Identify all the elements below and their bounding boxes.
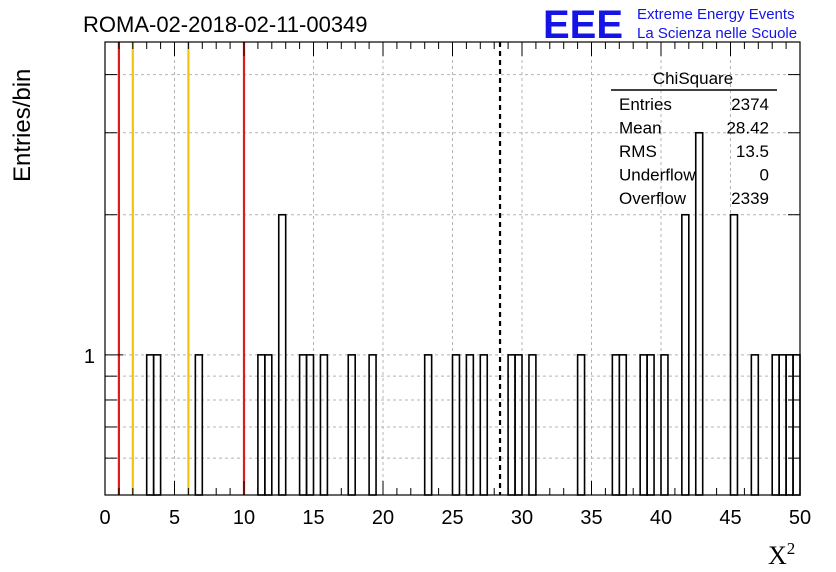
x-tick-label: 10 <box>233 507 255 529</box>
stats-title: ChiSquare <box>653 69 733 88</box>
x-tick-label: 35 <box>580 507 602 529</box>
x-tick-labels: 0 5 10 15 20 25 30 35 40 45 50 <box>99 507 811 529</box>
x-axis-label-superscript: 2 <box>787 539 796 558</box>
x-tick-label: 30 <box>511 507 533 529</box>
x-tick-label: 15 <box>302 507 324 529</box>
marker-lines <box>117 42 502 495</box>
x-tick-label: 20 <box>372 507 394 529</box>
eee-logo: EEE Extreme Energy Events La Scienza nel… <box>543 3 797 47</box>
stats-value-overflow: 2339 <box>731 189 769 208</box>
x-tick-label: 0 <box>99 507 110 529</box>
stats-rows: Entries 2374 Mean 28.42 RMS 13.5 Underflow 0 Ove… <box>619 95 769 208</box>
stats-value-mean: 28.42 <box>726 119 769 138</box>
stats-label-underflow: Underflow <box>619 166 696 185</box>
y-tick-label: 1 <box>84 346 95 368</box>
stats-value-underflow: 0 <box>760 166 769 185</box>
x-tick-label: 40 <box>650 507 672 529</box>
grid <box>105 42 800 495</box>
stats-value-entries: 2374 <box>731 95 769 114</box>
x-tick-label: 50 <box>789 507 811 529</box>
stats-label-entries: Entries <box>619 95 672 114</box>
axis-ticks <box>104 42 801 495</box>
stats-label-overflow: Overflow <box>619 189 687 208</box>
x-tick-label: 25 <box>441 507 463 529</box>
logo-line-1: Extreme Energy Events <box>637 6 795 23</box>
x-axis-label-base: X <box>768 541 787 570</box>
x-tick-label: 45 <box>719 507 741 529</box>
stats-label-rms: RMS <box>619 142 657 161</box>
x-tick-label: 5 <box>169 507 180 529</box>
histogram-bin <box>694 131 704 496</box>
y-tick-labels: 1 <box>84 346 95 368</box>
eee-logo-letters: EEE <box>543 3 623 47</box>
x-axis-label: X2 <box>768 539 795 570</box>
stats-box: ChiSquare Entries 2374 Mean 28.42 RMS 13.5 Und… <box>611 69 777 208</box>
stats-label-mean: Mean <box>619 119 662 138</box>
stats-value-rms: 13.5 <box>736 142 769 161</box>
logo-line-2: La Scienza nelle Scuole <box>637 25 797 42</box>
y-axis-label: Entries/bin <box>9 69 36 182</box>
chart-title: ROMA-02-2018-02-11-00349 <box>83 12 368 37</box>
